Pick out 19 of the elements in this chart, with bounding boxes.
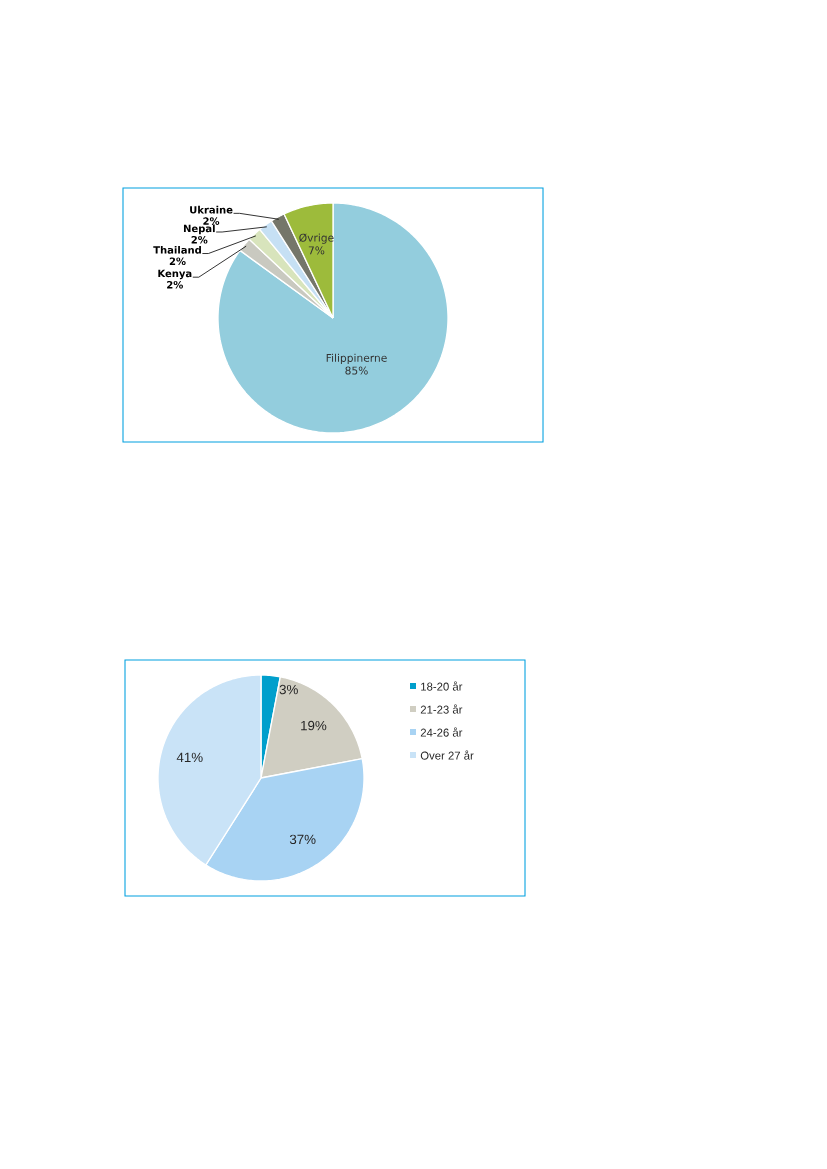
data-label: 41% (176, 752, 203, 762)
slice-label: Filippinerne (326, 353, 387, 364)
slice-label: Thailand (153, 245, 201, 254)
data-label: 2% (203, 217, 220, 225)
data-label: 2% (191, 235, 208, 244)
slice-label: Kenya (158, 269, 192, 280)
data-label: 2% (169, 257, 186, 266)
legend-label: 18-20 år (421, 681, 463, 691)
data-label: 37% (289, 834, 316, 845)
data-label: 2% (167, 280, 183, 289)
data-label: 3% (279, 684, 298, 695)
data-label: 19% (301, 720, 327, 731)
legend-label: 21-23 år (420, 704, 463, 714)
slice-label: Nepal (183, 224, 215, 235)
legend-label: 24-26 år (420, 727, 463, 737)
slice-label: Ukraine (190, 205, 233, 214)
data-label: 85% (345, 366, 368, 375)
legend-label: Over 27 år (420, 750, 474, 760)
data-label: 7% (308, 246, 325, 255)
